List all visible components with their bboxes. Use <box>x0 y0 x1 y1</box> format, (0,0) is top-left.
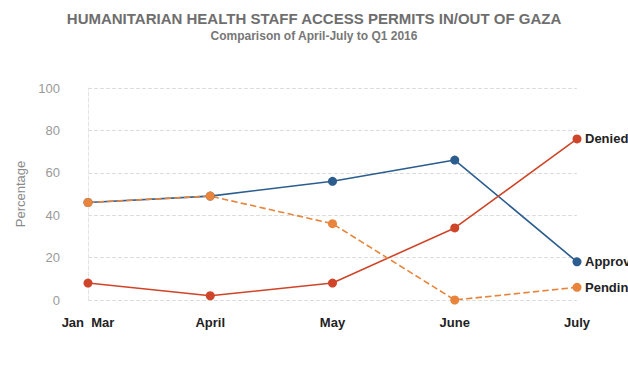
svg-text:60: 60 <box>46 165 60 180</box>
svg-text:Jan Mar: Jan Mar <box>62 315 115 330</box>
svg-text:Denied: Denied <box>585 131 628 146</box>
svg-text:April: April <box>195 315 225 330</box>
svg-text:20: 20 <box>46 250 60 265</box>
svg-text:80: 80 <box>46 123 60 138</box>
svg-text:Approved: Approved <box>585 254 628 269</box>
svg-text:Percentage: Percentage <box>13 161 28 228</box>
svg-text:June: June <box>440 315 470 330</box>
svg-text:HUMANITARIAN HEALTH STAFF ACCE: HUMANITARIAN HEALTH STAFF ACCESS PERMITS… <box>67 10 562 27</box>
svg-text:Pending: Pending <box>585 280 628 295</box>
svg-text:Comparison of April-July to Q1: Comparison of April-July to Q1 2016 <box>211 29 418 43</box>
svg-text:July: July <box>564 315 591 330</box>
svg-text:May: May <box>320 315 346 330</box>
svg-text:100: 100 <box>38 81 60 96</box>
svg-text:40: 40 <box>46 208 60 223</box>
svg-text:0: 0 <box>53 293 60 308</box>
